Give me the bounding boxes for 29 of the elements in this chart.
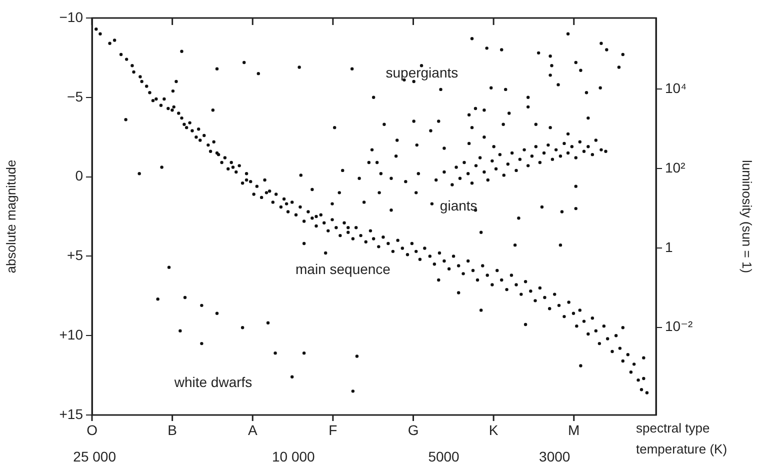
y2-axis-title: absolute magnitude	[3, 160, 18, 274]
x-tick-label: 10 000	[272, 448, 316, 464]
y2-tick-label: +5	[67, 247, 84, 264]
x-tick-label: 5000	[428, 448, 460, 464]
y2-tick-label: +10	[59, 326, 84, 342]
x-tick-label: 25 000	[73, 448, 116, 464]
y2-tick-label: −10	[59, 8, 84, 25]
y2-tick-label: −5	[67, 88, 84, 104]
text: B	[168, 422, 177, 438]
x-tick-label: 3000	[539, 448, 570, 464]
y-axis-title: luminosity (sun = 1)	[740, 160, 755, 274]
y2-tick-label: 0	[75, 168, 84, 184]
x-axis-title: temperature (K)	[636, 442, 728, 457]
text: O	[86, 422, 98, 438]
text: M	[568, 422, 580, 438]
text: G	[408, 422, 419, 438]
y-tick-label: 10⁻²	[665, 318, 693, 334]
annotation: giants	[440, 197, 478, 214]
text: A	[248, 422, 258, 438]
y2-tick-label: +15	[59, 406, 84, 422]
y-tick-label: 10²	[665, 159, 686, 176]
text: F	[328, 422, 338, 438]
annotation: white dwarfs	[173, 374, 252, 390]
annotation: main sequence	[296, 260, 391, 277]
text: spectral type	[636, 420, 710, 436]
y-tick-label: 10⁴	[665, 80, 687, 96]
y-tick-label: 1	[665, 238, 673, 255]
text: K	[488, 422, 499, 438]
annotation: supergiants	[386, 64, 458, 80]
